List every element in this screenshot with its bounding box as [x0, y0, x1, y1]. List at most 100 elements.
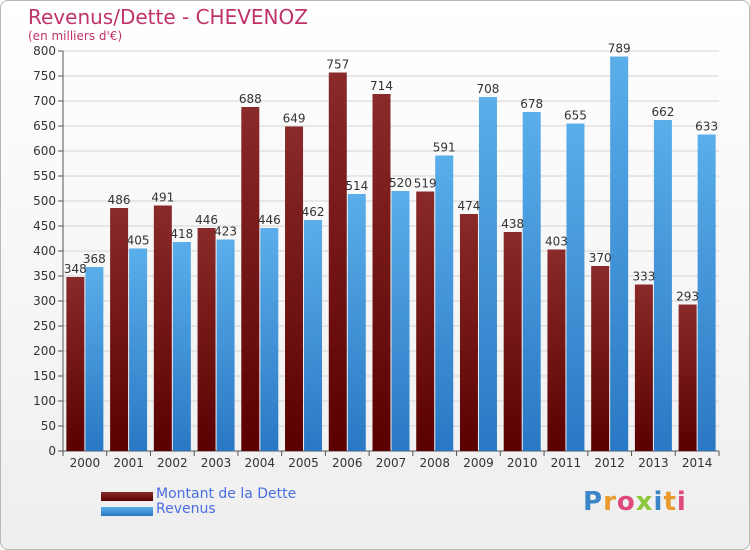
data-label-debt: 403: [545, 235, 568, 249]
legend-label-revenue: Revenus: [156, 501, 216, 517]
bar-revenue: [610, 56, 629, 451]
x-tick-label: 2005: [288, 456, 319, 470]
bar-revenue: [391, 191, 410, 451]
data-label-debt: 486: [108, 193, 131, 207]
data-label-debt: 474: [458, 199, 481, 213]
y-tick-label: 450: [33, 219, 56, 233]
bar-revenue: [216, 239, 235, 451]
data-label-debt: 293: [676, 290, 699, 304]
bar-debt: [678, 304, 697, 451]
data-label-revenue: 678: [520, 97, 543, 111]
logo-letter: i: [676, 487, 687, 517]
data-label-revenue: 514: [345, 179, 368, 193]
y-tick-label: 300: [33, 294, 56, 308]
x-tick-label: 2012: [594, 456, 625, 470]
x-tick-label: 2010: [507, 456, 538, 470]
data-labels: 3483684864054914184464236884466494627575…: [64, 42, 718, 304]
data-label-revenue: 655: [564, 109, 587, 123]
data-label-revenue: 462: [302, 205, 325, 219]
data-label-debt: 348: [64, 262, 87, 276]
data-label-revenue: 633: [695, 120, 718, 134]
legend-swatch-debt: [101, 492, 153, 501]
y-tick-label: 600: [33, 144, 56, 158]
y-tick-label: 550: [33, 169, 56, 183]
x-tick-label: 2003: [201, 456, 232, 470]
bar-revenue: [653, 120, 672, 451]
y-tick-label: 350: [33, 269, 56, 283]
data-label-debt: 491: [151, 191, 174, 205]
bars: [66, 56, 716, 451]
y-tick-label: 500: [33, 194, 56, 208]
bar-debt: [372, 94, 391, 451]
data-label-debt: 649: [283, 112, 306, 126]
x-tick-label: 2006: [332, 456, 363, 470]
x-tick-label: 2008: [419, 456, 450, 470]
y-tick-label: 800: [33, 44, 56, 58]
bar-debt: [503, 232, 522, 451]
legend-label-debt: Montant de la Dette: [156, 486, 297, 502]
y-tick-label: 50: [41, 419, 56, 433]
x-tick-label: 2002: [157, 456, 188, 470]
data-label-debt: 333: [632, 270, 655, 284]
logo-letter: r: [603, 487, 617, 517]
chart-title: Revenus/Dette - CHEVENOZ: [28, 5, 308, 29]
bar-debt: [634, 284, 653, 451]
bar-debt: [285, 126, 304, 451]
data-label-debt: 688: [239, 92, 262, 106]
logo-letter: o: [616, 487, 636, 517]
bar-revenue: [478, 97, 497, 451]
x-tick-label: 2000: [70, 456, 101, 470]
y-tick-label: 250: [33, 319, 56, 333]
y-tick-label: 750: [33, 69, 56, 83]
bar-revenue: [172, 242, 191, 451]
data-label-revenue: 446: [258, 213, 281, 227]
y-tick-label: 650: [33, 119, 56, 133]
bar-revenue: [522, 112, 541, 451]
chart-subtitle: (en milliers d'€): [28, 29, 123, 43]
bar-debt: [459, 214, 478, 451]
bar-debt: [197, 228, 216, 451]
data-label-debt: 519: [414, 177, 437, 191]
bar-debt: [110, 208, 129, 451]
data-label-revenue: 789: [608, 42, 631, 56]
legend-swatch-revenue: [101, 507, 153, 516]
data-label-debt: 446: [195, 213, 218, 227]
logo-letter: P: [583, 487, 604, 517]
logo-letter: i: [653, 487, 664, 517]
bar-revenue: [304, 220, 323, 451]
data-label-revenue: 405: [127, 234, 150, 248]
proxiti-logo: Proxiti: [583, 487, 687, 517]
data-label-revenue: 708: [477, 82, 500, 96]
bar-revenue: [697, 134, 716, 451]
data-label-debt: 438: [501, 217, 524, 231]
y-tick-label: 100: [33, 394, 56, 408]
y-tick-label: 0: [48, 444, 56, 458]
bar-revenue: [129, 248, 148, 451]
bar-debt: [66, 277, 85, 451]
grid-lines: [63, 50, 719, 452]
bar-revenue: [566, 123, 585, 451]
bar-revenue: [347, 194, 366, 451]
y-tick-label: 400: [33, 244, 56, 258]
logo-letter: x: [635, 487, 654, 517]
bar-revenue: [435, 155, 454, 451]
data-label-revenue: 418: [170, 227, 193, 241]
data-label-revenue: 423: [214, 225, 237, 239]
data-label-revenue: 591: [433, 141, 456, 155]
x-tick-label: 2001: [113, 456, 144, 470]
x-tick-label: 2004: [245, 456, 276, 470]
data-label-debt: 714: [370, 79, 393, 93]
bar-revenue: [260, 228, 279, 451]
x-tick-label: 2011: [551, 456, 582, 470]
data-label-revenue: 662: [651, 105, 674, 119]
bar-debt: [591, 266, 610, 451]
y-tick-label: 150: [33, 369, 56, 383]
logo-letter: t: [663, 487, 677, 517]
bar-debt: [241, 107, 260, 451]
x-tick-label: 2013: [638, 456, 669, 470]
data-label-revenue: 520: [389, 176, 412, 190]
data-label-revenue: 368: [83, 252, 106, 266]
y-tick-label: 700: [33, 94, 56, 108]
